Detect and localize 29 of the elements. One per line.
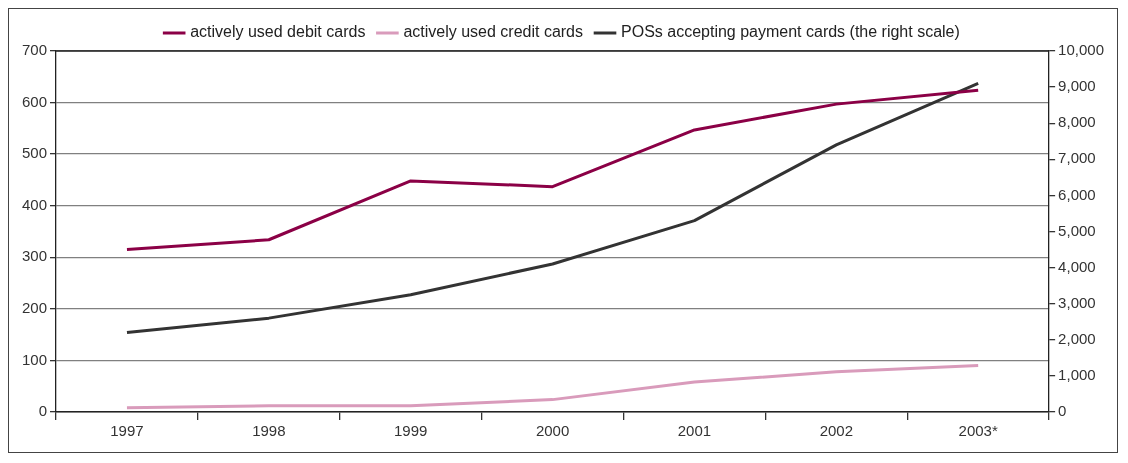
y2-tick-label: 2,000 [1058, 329, 1096, 347]
y2-tick-label: 6,000 [1058, 185, 1096, 203]
legend-label: actively used credit cards [403, 23, 584, 41]
y-tick-label: 0 [38, 402, 48, 420]
y-tick-label: 400 [22, 195, 48, 213]
y-tick-label: 100 [22, 350, 48, 368]
y-tick-label: 600 [22, 92, 48, 110]
y2-tick-label: 3,000 [1058, 293, 1096, 311]
x-tick-label: 2001 [677, 422, 712, 440]
x-tick-label: 2002 [819, 422, 853, 440]
legend-label: actively used debit cards [190, 23, 366, 41]
x-tick-label: 1998 [252, 422, 286, 440]
y2-tick-label: 10,000 [1058, 41, 1105, 59]
y2-tick-label: 4,000 [1058, 257, 1096, 275]
x-tick-label: 2000 [535, 422, 570, 440]
y-tick-label: 500 [22, 144, 48, 162]
legend-label: POSs accepting payment cards (the right scale) [621, 23, 960, 41]
y2-tick-label: 9,000 [1058, 77, 1096, 95]
y2-tick-label: 0 [1058, 402, 1067, 420]
x-tick-label: 2003* [958, 422, 998, 440]
y-tick-label: 200 [22, 299, 48, 316]
x-tick-label: 1999 [394, 422, 428, 440]
x-tick-label: 1997 [110, 422, 144, 440]
y2-tick-label: 5,000 [1058, 221, 1096, 239]
y-tick-label: 700 [22, 41, 48, 59]
y2-tick-label: 1,000 [1058, 366, 1096, 384]
y2-tick-label: 8,000 [1058, 113, 1096, 131]
y2-tick-label: 7,000 [1058, 149, 1096, 167]
y-tick-label: 300 [22, 247, 48, 265]
